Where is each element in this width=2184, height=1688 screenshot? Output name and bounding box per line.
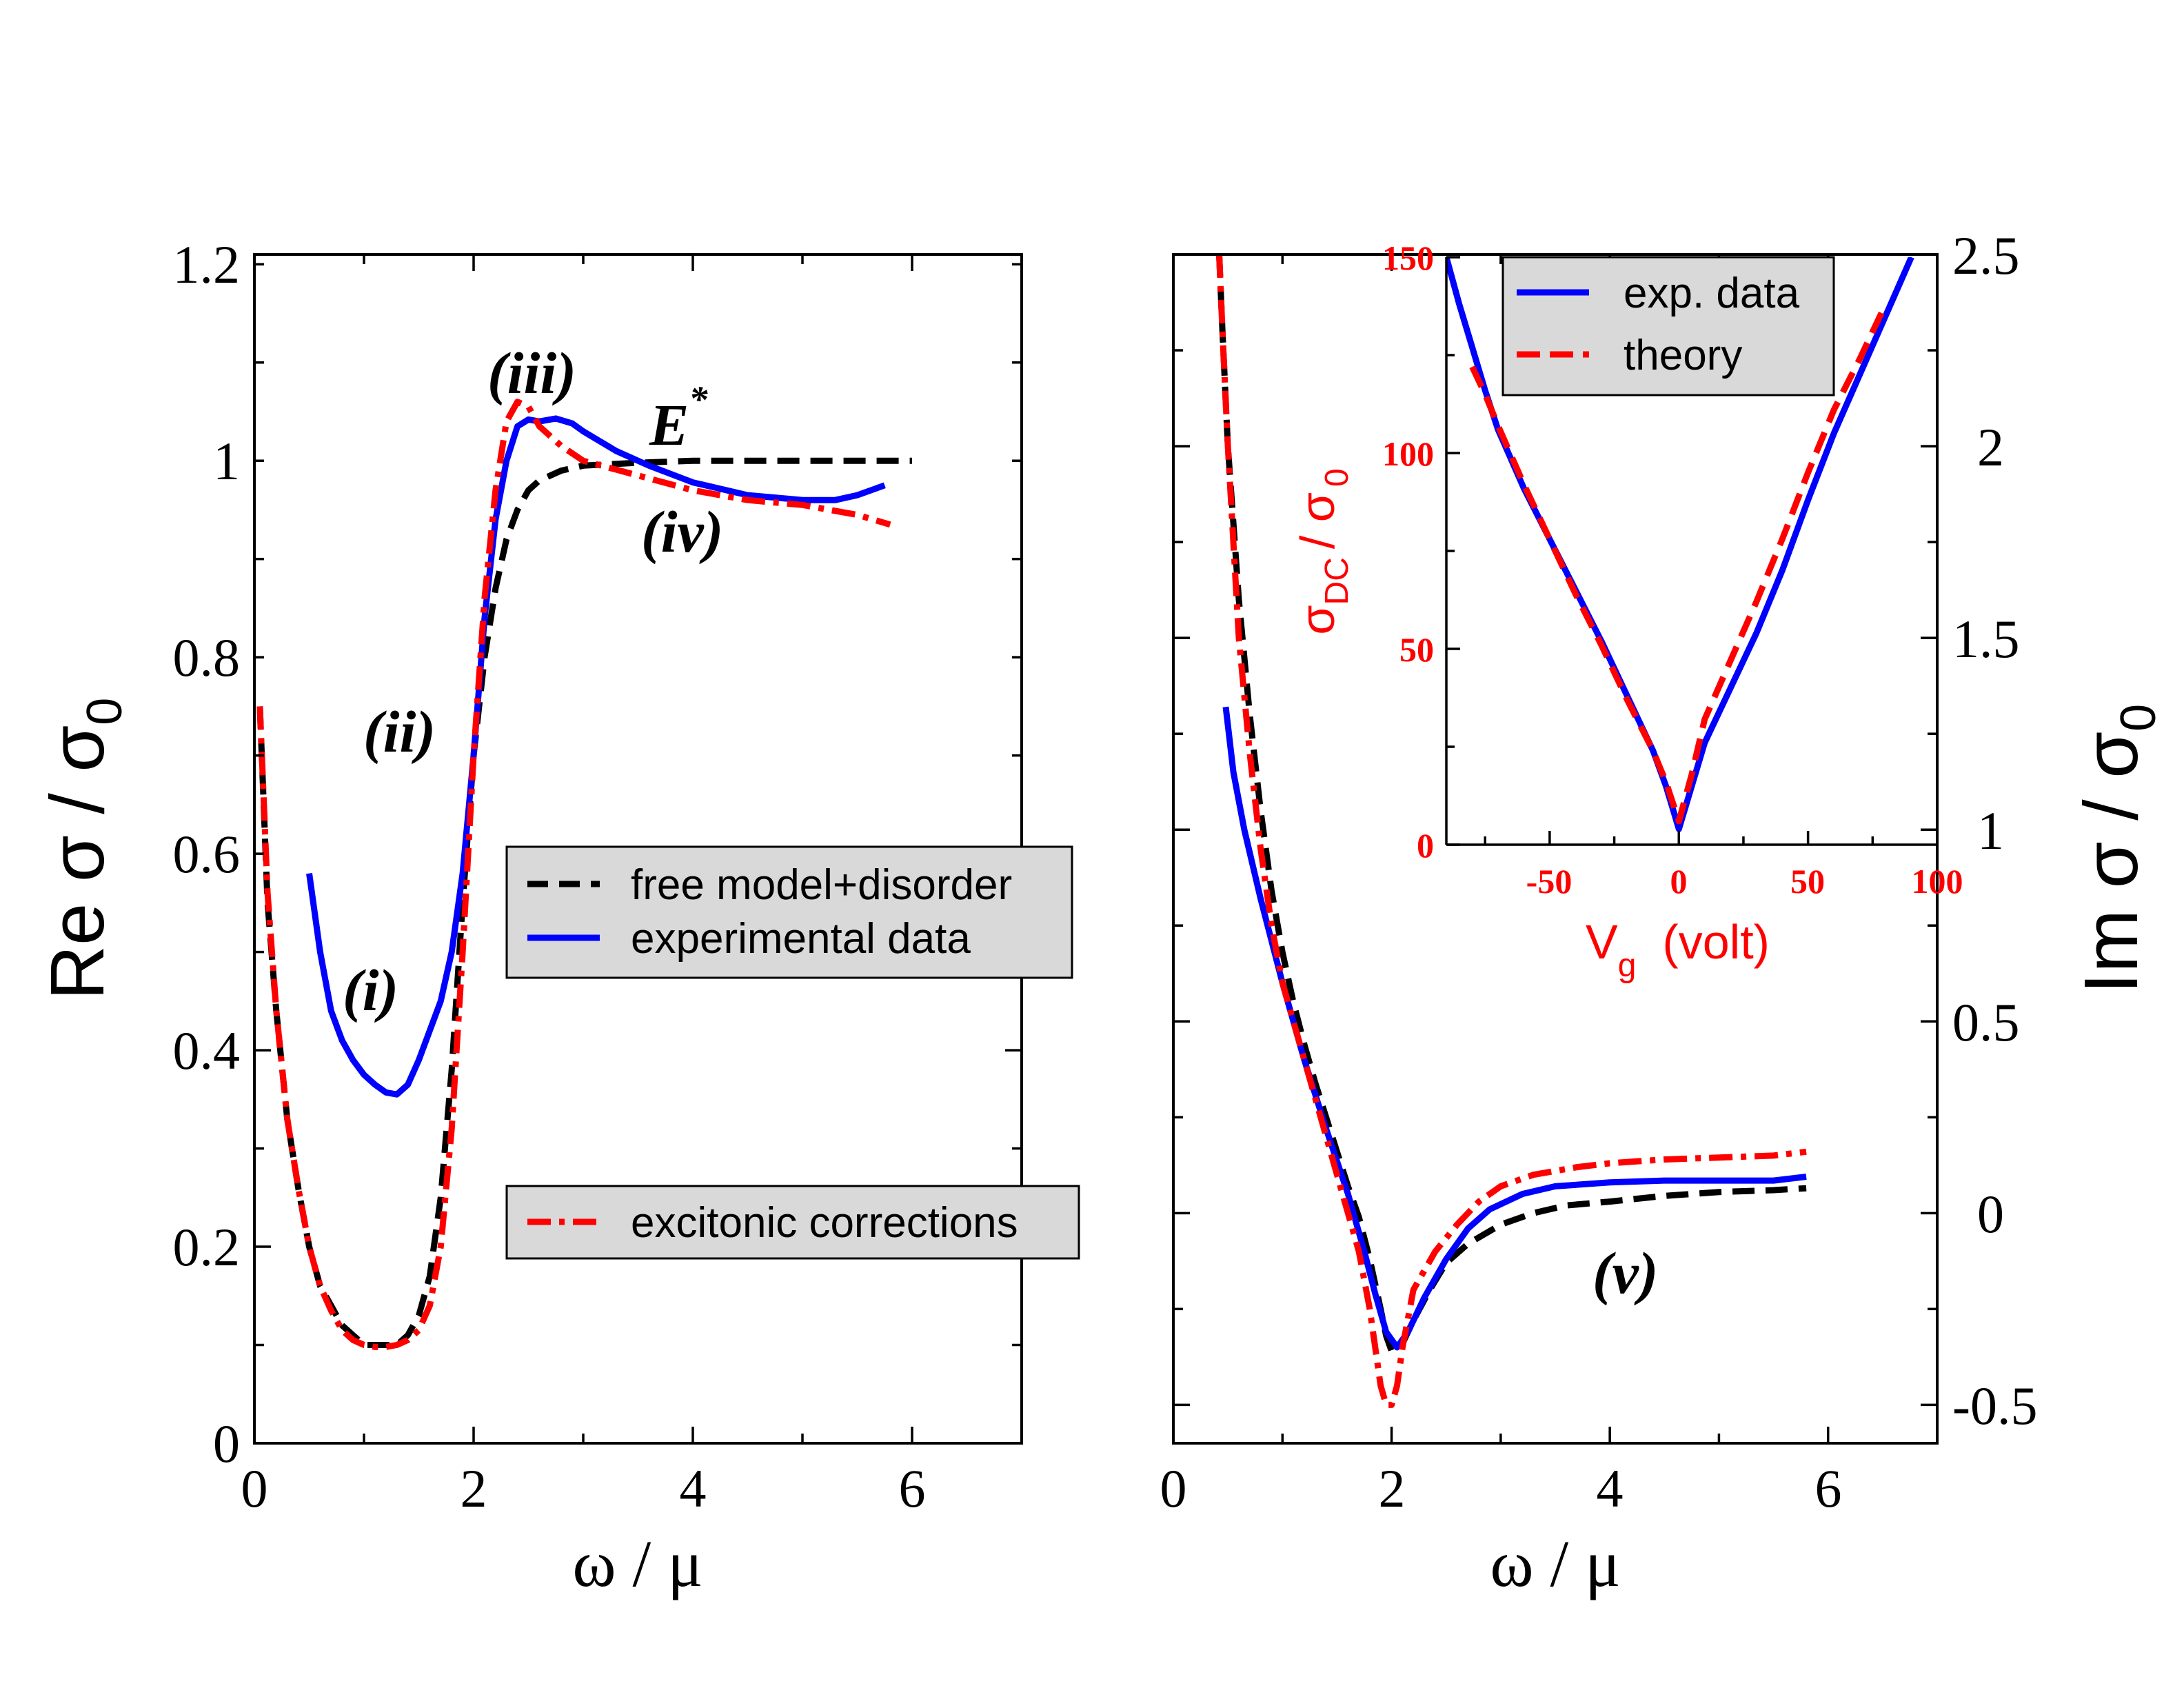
right-y-tick-label: -0.5 bbox=[1952, 1376, 2037, 1436]
right-y-tick-label: 0.5 bbox=[1952, 992, 2020, 1052]
inset-x-axis-label-sub: g bbox=[1618, 947, 1637, 984]
inset-legend-box bbox=[1502, 256, 1835, 396]
inset-legend-label-exp: exp. data bbox=[1624, 270, 1800, 317]
annotation-e-star: E* bbox=[649, 379, 708, 458]
inset-y-axis-label-sub1: DC bbox=[1319, 557, 1355, 605]
right-series-group bbox=[1216, 254, 1807, 1408]
left-y-tick-labels: 0 0.2 0.4 0.6 0.8 1 1.2 bbox=[173, 234, 241, 1474]
right-x-tick-label: 0 bbox=[1160, 1458, 1187, 1518]
left-series-experimental-data bbox=[306, 415, 886, 1098]
inset-y-tick-label: 50 bbox=[1399, 630, 1434, 669]
right-y-tick-label: 2 bbox=[1977, 417, 2004, 477]
annotation-iii: (iii) bbox=[487, 340, 576, 406]
right-x-tick-label: 2 bbox=[1379, 1458, 1406, 1518]
annotation-ii: (ii) bbox=[363, 699, 436, 765]
left-x-tick-labels: 0 2 4 6 bbox=[241, 1458, 926, 1518]
left-panel: 0 2 4 6 0 0.2 0.4 0.6 0.8 1 1.2 ω / μ Re… bbox=[35, 234, 1080, 1600]
left-y-tick-label: 0.2 bbox=[173, 1217, 241, 1277]
right-y-tick-labels: -0.5 0 0.5 1 1.5 2 2.5 bbox=[1952, 225, 2037, 1436]
left-annotations: (i) (ii) (iii) (iv) E* bbox=[343, 340, 723, 1023]
inset-y-tick-label: 0 bbox=[1417, 826, 1434, 865]
inset-x-tick-label: 0 bbox=[1670, 862, 1688, 901]
right-series-excitonic-corrections bbox=[1216, 254, 1807, 1408]
right-y-axis-label-main: Im σ / σ bbox=[2069, 732, 2154, 994]
right-y-tick-label: 2.5 bbox=[1952, 225, 2020, 285]
inset-x-tick-label: 100 bbox=[1912, 862, 1963, 901]
inset-x-axis-label: Vg (volt) bbox=[1586, 915, 1770, 984]
left-y-axis-label-main: Re σ / σ bbox=[35, 725, 120, 1001]
left-y-axis-label-sub: 0 bbox=[77, 698, 132, 725]
right-series-free-model-disorder bbox=[1216, 254, 1807, 1354]
right-panel: 0 2 4 6 -0.5 0 0.5 1 1.5 2 2.5 ω / μ Im … bbox=[1160, 225, 2167, 1600]
inset-x-axis-label-tail: (volt) bbox=[1662, 915, 1770, 969]
left-x-tick-label: 6 bbox=[899, 1458, 926, 1518]
left-x-tick-label: 2 bbox=[461, 1458, 487, 1518]
right-series-experimental-data bbox=[1222, 706, 1807, 1351]
inset-y-axis-label-sub2: 0 bbox=[1319, 468, 1355, 487]
inset-legend-label-theory: theory bbox=[1624, 332, 1742, 379]
inset-y-tick-label: 100 bbox=[1382, 434, 1434, 473]
inset-series-theory bbox=[1469, 303, 1889, 825]
right-plot-frame bbox=[1172, 253, 1939, 1445]
right-x-tick-labels: 0 2 4 6 bbox=[1160, 1458, 1842, 1518]
left-y-tick-label: 0.8 bbox=[173, 627, 241, 687]
left-series-free-model-disorder bbox=[256, 457, 912, 1348]
left-legend-upper: free model+disorder experimental data bbox=[505, 845, 1073, 979]
right-y-axis-label: Im σ / σ0 bbox=[2069, 704, 2166, 994]
left-x-tick-label: 0 bbox=[241, 1458, 268, 1518]
inset-x-tick-labels: -50 0 50 100 bbox=[1526, 862, 1963, 901]
inset-y-tick-label: 150 bbox=[1382, 239, 1434, 277]
annotation-e-star-letter: E bbox=[649, 392, 689, 458]
left-x-axis-label: ω / μ bbox=[572, 1527, 702, 1600]
svg-text:Re σ / σ0: Re σ / σ0 bbox=[35, 698, 132, 1001]
inset-x-tick-label: -50 bbox=[1526, 862, 1573, 901]
inset-x-axis-label-main: V bbox=[1586, 915, 1618, 969]
inset-y-tick-labels: 0 50 100 150 bbox=[1382, 239, 1434, 865]
left-legend-upper-box bbox=[505, 845, 1073, 979]
legend-label-experimental: experimental data bbox=[631, 915, 971, 963]
inset-x-tick-label: 50 bbox=[1790, 862, 1825, 901]
inset-y-axis-label-main: σ bbox=[1291, 605, 1344, 634]
left-series-excitonic-corrections bbox=[256, 399, 891, 1350]
left-y-tick-label: 0 bbox=[213, 1414, 240, 1474]
legend-label-excitonic: excitonic corrections bbox=[631, 1199, 1018, 1247]
right-y-axis-label-sub: 0 bbox=[2111, 704, 2166, 732]
right-y-tick-label: 0 bbox=[1977, 1184, 2004, 1244]
left-legend-lower-box bbox=[505, 1185, 1080, 1260]
inset-panel: -50 0 50 100 0 50 100 150 Vg (volt) σDC / … bbox=[1291, 239, 1963, 984]
right-x-tick-label: 4 bbox=[1597, 1458, 1624, 1518]
annotation-e-star-sup: * bbox=[689, 379, 708, 420]
right-x-tick-label: 6 bbox=[1815, 1458, 1842, 1518]
left-x-tick-label: 4 bbox=[680, 1458, 707, 1518]
inset-y-axis-label-mid: / σ bbox=[1291, 492, 1344, 549]
inset-ticks bbox=[1446, 256, 1939, 846]
inset-series-group bbox=[1446, 257, 1914, 832]
annotation-v: (v) bbox=[1593, 1240, 1658, 1306]
svg-text:Im σ / σ0: Im σ / σ0 bbox=[2069, 704, 2166, 994]
inset-y-axis-label: σDC / σ 0 bbox=[1291, 468, 1355, 634]
inset-legend: exp. data theory bbox=[1502, 256, 1835, 396]
svg-text:σDC/ σ0: σDC / σ 0 bbox=[1291, 468, 1355, 634]
left-series-group bbox=[256, 399, 912, 1350]
annotation-iv: (iv) bbox=[641, 499, 723, 565]
right-y-tick-label: 1 bbox=[1977, 801, 2004, 861]
left-y-tick-label: 0.4 bbox=[173, 1021, 241, 1081]
left-y-tick-label: 1 bbox=[213, 431, 240, 491]
left-legend-lower: excitonic corrections bbox=[505, 1185, 1080, 1260]
legend-label-free-model: free model+disorder bbox=[631, 861, 1012, 909]
left-y-tick-label: 0.6 bbox=[173, 824, 241, 884]
right-x-axis-label: ω / μ bbox=[1490, 1527, 1620, 1600]
left-y-tick-label: 1.2 bbox=[173, 234, 241, 294]
annotation-i: (i) bbox=[343, 957, 398, 1023]
right-y-tick-label: 1.5 bbox=[1952, 609, 2020, 669]
left-y-axis-label: Re σ / σ0 bbox=[35, 698, 132, 1001]
